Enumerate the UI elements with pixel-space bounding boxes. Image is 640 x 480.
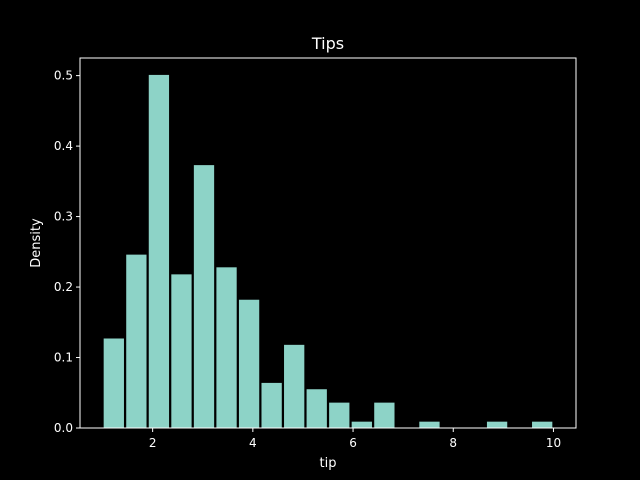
histogram-bar [238,299,260,428]
x-axis-label: tip [320,456,337,471]
y-tick-label: 0.0 [54,421,73,435]
histogram-bar [216,267,237,428]
y-axis-label: Density [29,218,44,268]
y-tick-label: 0.3 [54,210,73,224]
histogram-bar [329,402,350,428]
histogram-bar [306,389,327,428]
histogram-bar [419,421,440,428]
histogram-bar [261,382,282,428]
axes-frame [79,57,577,429]
x-tick-label: 8 [449,436,457,450]
y-tick-label: 0.4 [54,139,73,153]
y-tick-label: 0.2 [54,280,73,294]
x-tick-label: 10 [546,436,561,450]
histogram-bar [148,74,170,429]
x-ticks-group: 2 4 6 8 10 [149,428,561,450]
y-tick-label: 0.1 [54,351,73,365]
y-ticks-group: 0.0 0.1 0.2 0.3 0.4 0.5 [54,69,80,435]
histogram-bar [532,421,553,428]
histogram-bar [126,254,147,428]
x-tick-label: 6 [349,436,357,450]
histogram-bar [374,402,395,428]
histogram-bar [351,421,372,428]
chart-title: Tips [311,34,344,53]
histogram-bar [103,338,124,428]
histogram-bar [486,421,508,428]
y-tick-label: 0.5 [54,69,73,83]
histogram-bar [193,165,215,428]
x-tick-label: 4 [249,436,257,450]
histogram-bar [171,274,192,428]
x-tick-label: 2 [149,436,157,450]
histogram-bar [284,344,305,428]
bars-group [103,74,553,429]
